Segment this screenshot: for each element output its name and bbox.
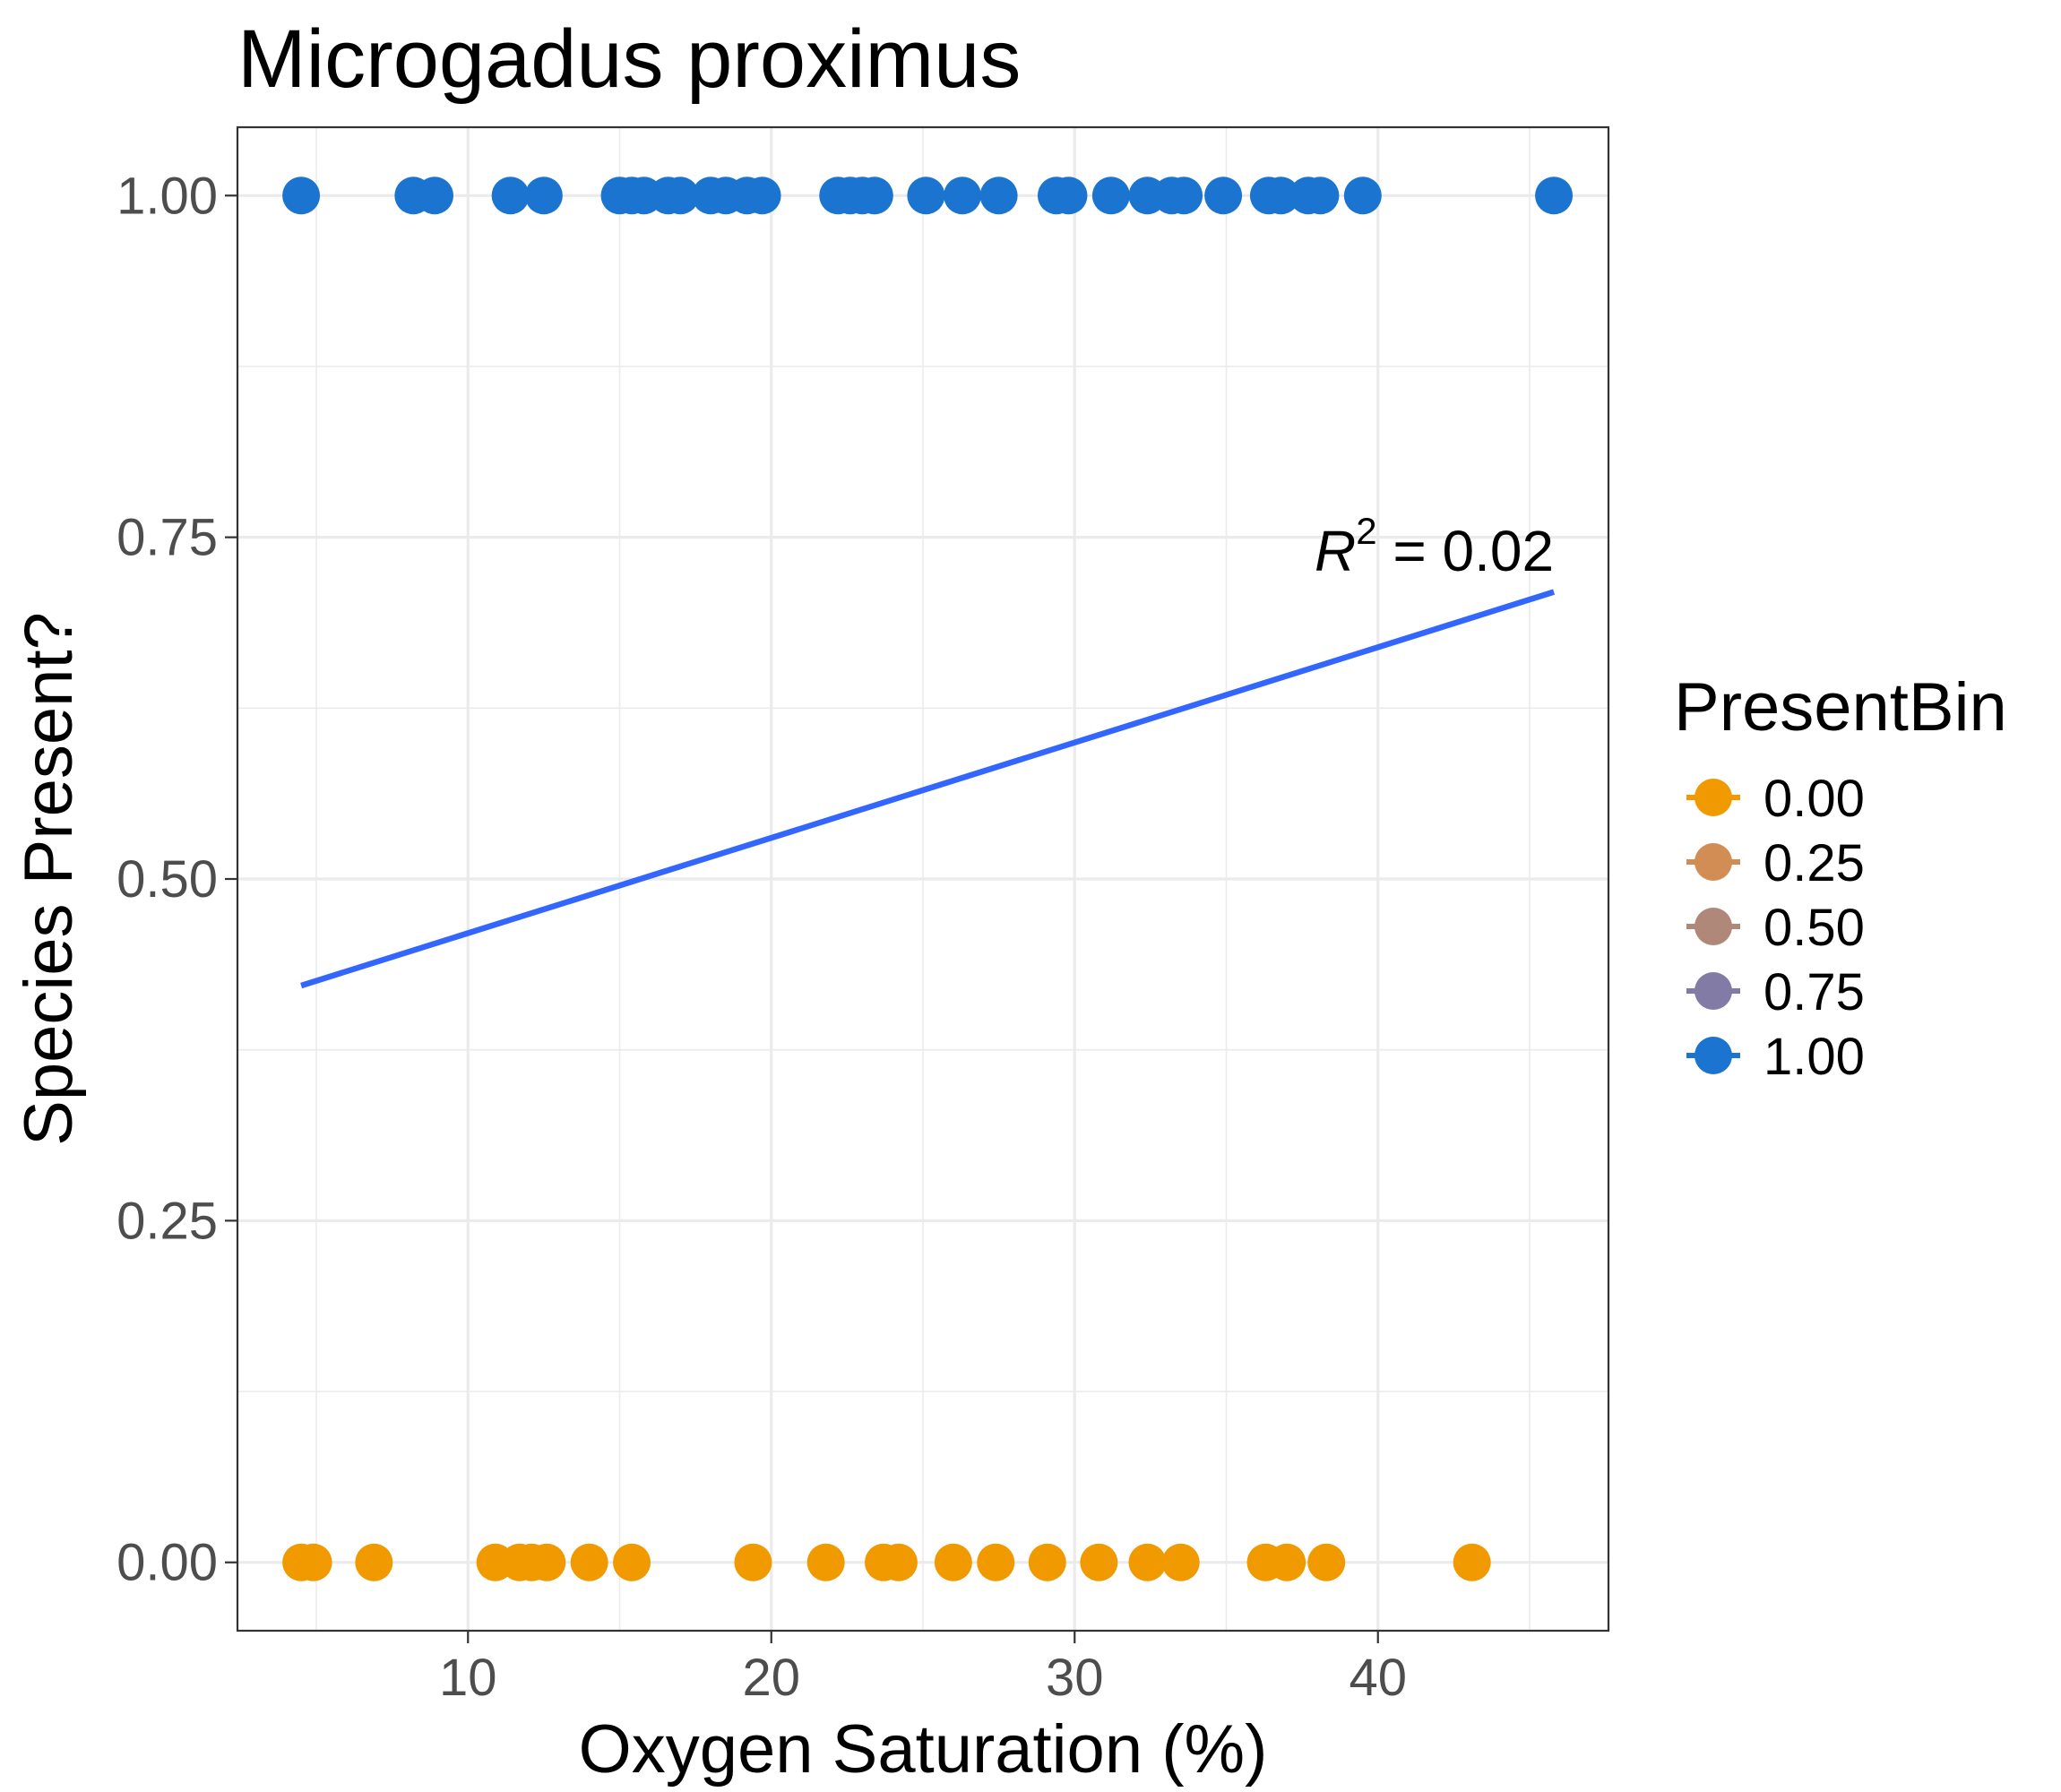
- data-point: [1301, 177, 1340, 215]
- data-point: [977, 1543, 1015, 1581]
- data-point: [743, 177, 781, 215]
- points-layer: [282, 177, 1574, 1581]
- legend-title: PresentBin: [1674, 669, 2007, 745]
- data-point: [1161, 1543, 1200, 1581]
- x-tick-label: 20: [742, 1649, 800, 1707]
- y-axis: 0.00 0.25 0.50 0.75 1.00: [116, 167, 237, 1592]
- data-point: [1268, 1543, 1306, 1581]
- legend-entry: 0.00: [1686, 770, 1865, 828]
- legend-label: 0.75: [1763, 963, 1865, 1021]
- data-point: [524, 177, 563, 215]
- data-point: [570, 1543, 608, 1581]
- legend-key-point: [1695, 908, 1732, 945]
- data-point: [1453, 1543, 1491, 1581]
- grid-major: [237, 127, 1608, 1631]
- data-point: [1128, 1543, 1167, 1581]
- legend-label: 1.00: [1763, 1028, 1865, 1086]
- data-point: [879, 1543, 918, 1581]
- x-tick-label: 10: [439, 1649, 497, 1707]
- y-tick-label: 0.75: [116, 509, 218, 567]
- data-point: [934, 1543, 972, 1581]
- data-point: [944, 177, 982, 215]
- data-point: [416, 177, 454, 215]
- y-tick-label: 0.50: [116, 850, 218, 909]
- legend-entry: 0.75: [1686, 963, 1865, 1021]
- x-tick-label: 30: [1046, 1649, 1104, 1707]
- data-point: [1535, 177, 1574, 215]
- data-point: [528, 1543, 566, 1581]
- legend-key-point: [1695, 1037, 1732, 1074]
- data-point: [855, 177, 893, 215]
- legend-entry: 1.00: [1686, 1028, 1865, 1086]
- legend-key-point: [1695, 972, 1732, 1010]
- legend-label: 0.50: [1763, 899, 1865, 957]
- legend-entries: 0.00 0.25 0.50 0.75 1.00: [1686, 770, 1865, 1086]
- r-squared-annotation: R2 = 0.02: [1315, 510, 1554, 583]
- data-point: [1165, 177, 1203, 215]
- legend-key-point: [1695, 843, 1732, 881]
- data-point: [294, 1543, 332, 1581]
- legend-entry: 0.25: [1686, 834, 1865, 892]
- trend-layer: [300, 589, 1556, 989]
- data-point: [1307, 1543, 1346, 1581]
- data-point: [907, 177, 945, 215]
- data-point: [661, 177, 700, 215]
- x-axis-title: Oxygen Saturation (%): [579, 1711, 1268, 1788]
- data-point: [734, 1543, 772, 1581]
- y-tick-label: 0.00: [116, 1534, 218, 1592]
- data-point: [1091, 177, 1130, 215]
- legend-key-point: [1695, 779, 1732, 816]
- data-point: [282, 177, 321, 215]
- data-point: [491, 177, 530, 215]
- y-axis-title: Species Present?: [11, 612, 87, 1146]
- data-point: [1204, 177, 1243, 215]
- data-point: [1080, 1543, 1118, 1581]
- data-point: [1262, 177, 1300, 215]
- data-point: [806, 1543, 845, 1581]
- data-point: [613, 1543, 651, 1581]
- y-tick-label: 0.25: [116, 1192, 218, 1250]
- data-point: [1049, 177, 1088, 215]
- data-point: [1028, 1543, 1066, 1581]
- chart-title: Microgadus proximus: [237, 13, 1021, 105]
- legend-label: 0.00: [1763, 770, 1865, 828]
- data-point: [355, 1543, 393, 1581]
- x-tick-label: 40: [1349, 1649, 1407, 1707]
- y-tick-label: 1.00: [116, 167, 218, 225]
- trend-line: [300, 589, 1556, 989]
- data-point: [1343, 177, 1382, 215]
- legend-label: 0.25: [1763, 834, 1865, 892]
- r-squared-label: R2 = 0.02: [1315, 510, 1554, 583]
- x-axis: 10 20 30 40: [439, 1631, 1407, 1707]
- data-point: [979, 177, 1018, 215]
- legend-entry: 0.50: [1686, 899, 1865, 957]
- legend: PresentBin 0.00 0.25 0.50 0.75 1.00: [1674, 669, 2007, 1086]
